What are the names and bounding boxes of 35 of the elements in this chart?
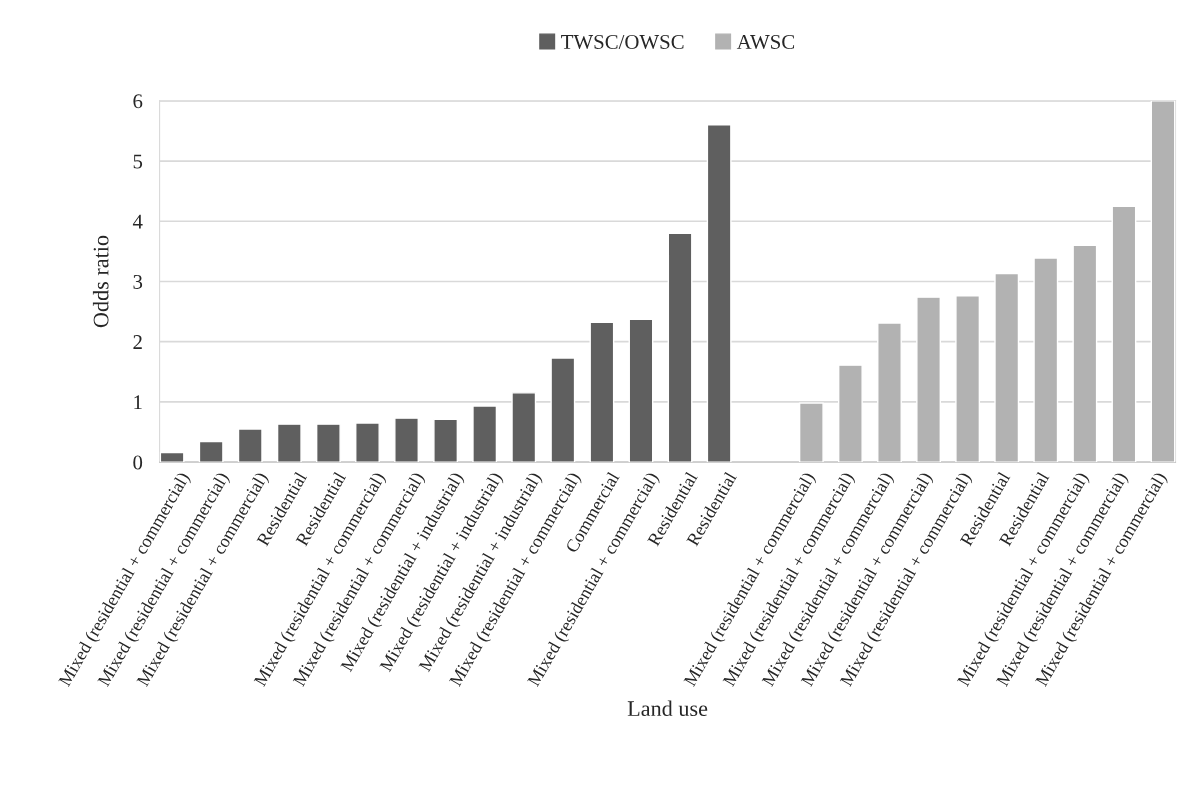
y-tick-label: 6 [133,94,143,109]
bar [394,417,419,463]
bar [433,418,459,463]
bar [877,322,902,463]
bar [838,364,863,463]
bar [1111,205,1137,463]
bar [1033,257,1059,463]
bar [159,451,185,463]
bar [198,440,224,463]
y-axis-title: Odds ratio [92,235,109,328]
bar [1072,244,1098,463]
bar [355,422,380,463]
y-tick-label: 0 [133,455,143,470]
legend-label: TWSC/OWSC [561,34,684,50]
bar [472,405,498,463]
bar [706,124,732,463]
bar [511,392,537,463]
bar [916,296,941,463]
bar [276,423,302,463]
bar [798,402,824,463]
bar [589,321,615,463]
legend-label: AWSC [736,34,795,50]
y-tick-label: 2 [133,335,142,349]
x-axis-title: Land use [627,700,708,717]
bar [955,295,981,463]
y-tick-label: 1 [134,395,142,410]
bar [550,357,576,463]
bar [315,423,341,463]
bar [667,232,693,463]
bar [237,428,263,463]
y-tick-label: 4 [132,214,143,229]
bar [994,272,1020,463]
y-tick-label: 5 [133,154,143,169]
bar [628,318,654,463]
y-tick-label: 3 [133,274,143,289]
